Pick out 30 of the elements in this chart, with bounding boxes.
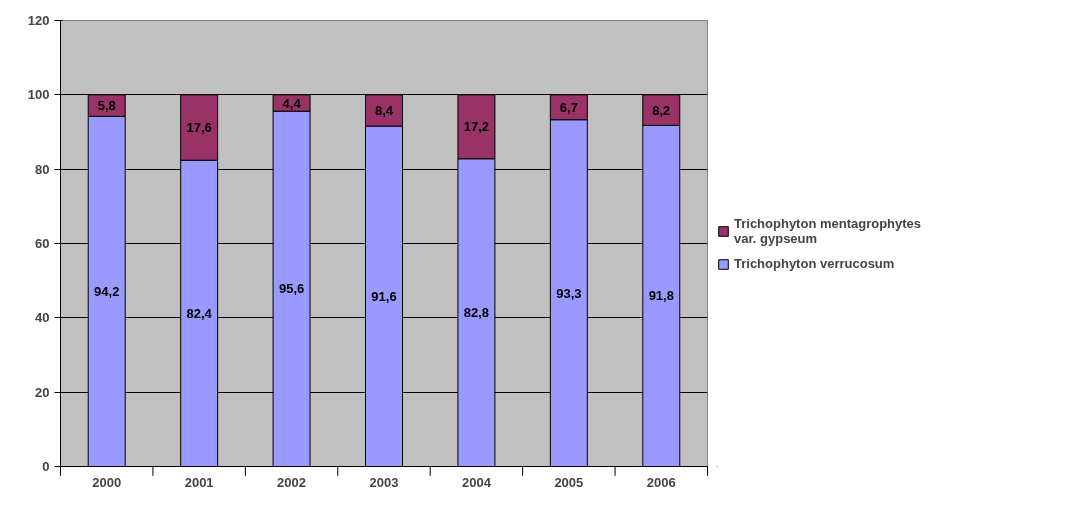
legend-label: Trichophyton verrucosum (734, 256, 895, 271)
data-label: 8,4 (374, 102, 394, 118)
x-tick-label: 2002 (277, 474, 307, 490)
y-tick-label: 0 (42, 459, 50, 474)
x-tick-label: 2006 (646, 474, 676, 490)
x-tick-label: 2004 (461, 474, 492, 490)
data-label: 17,2 (463, 119, 490, 135)
data-label: 8,2 (652, 102, 671, 118)
legend-label: Trichophyton mentagrophytes var. gypseum (734, 216, 922, 246)
x-tick-label: 2001 (184, 474, 214, 490)
y-tick-label: 60 (35, 236, 50, 251)
y-tick-label: 100 (27, 87, 50, 103)
data-label: 5,8 (97, 98, 116, 114)
x-tick-label: 2005 (554, 474, 584, 490)
y-tick-label: 120 (27, 13, 50, 28)
data-label: 94,2 (94, 283, 120, 299)
x-tick-label: 2000 (92, 474, 122, 490)
y-tick-label: 80 (35, 161, 50, 177)
y-tick-label: 20 (35, 384, 50, 400)
data-label: 82,4 (186, 305, 213, 321)
data-label: 95,6 (278, 281, 305, 297)
data-label: 4,4 (282, 95, 302, 111)
data-label: 6,7 (559, 99, 578, 115)
data-label: 91,6 (371, 288, 397, 304)
data-label: 91,8 (648, 288, 674, 304)
x-tick-label: 2003 (369, 474, 399, 490)
data-label: 82,8 (463, 305, 490, 321)
data-label: 17,6 (186, 120, 212, 136)
data-label: 93,3 (556, 285, 582, 301)
y-tick-label: 40 (35, 310, 50, 326)
